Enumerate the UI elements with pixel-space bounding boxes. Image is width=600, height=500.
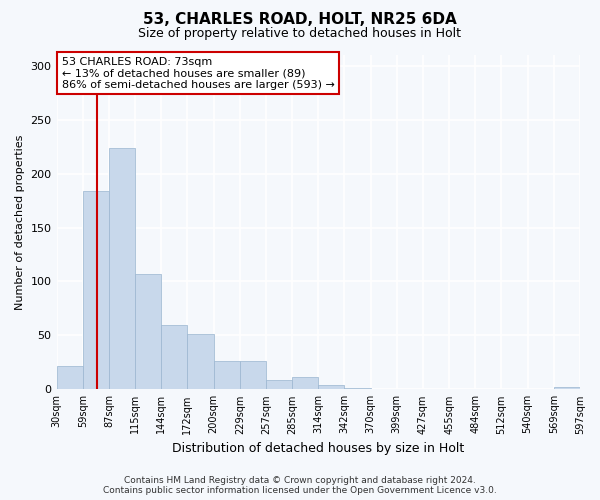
Text: 53, CHARLES ROAD, HOLT, NR25 6DA: 53, CHARLES ROAD, HOLT, NR25 6DA <box>143 12 457 28</box>
Text: Size of property relative to detached houses in Holt: Size of property relative to detached ho… <box>139 28 461 40</box>
X-axis label: Distribution of detached houses by size in Holt: Distribution of detached houses by size … <box>172 442 464 455</box>
Bar <box>292 378 318 390</box>
Text: 53 CHARLES ROAD: 73sqm
← 13% of detached houses are smaller (89)
86% of semi-det: 53 CHARLES ROAD: 73sqm ← 13% of detached… <box>62 56 335 90</box>
Bar <box>318 385 344 390</box>
Bar <box>187 334 214 390</box>
Bar <box>214 362 240 390</box>
Bar <box>109 148 135 390</box>
Bar <box>56 366 83 390</box>
Bar <box>344 388 371 390</box>
Bar <box>135 274 161 390</box>
Bar <box>161 324 187 390</box>
Bar <box>240 362 266 390</box>
Bar <box>83 191 109 390</box>
Bar <box>554 387 580 390</box>
Bar <box>266 380 292 390</box>
Text: Contains HM Land Registry data © Crown copyright and database right 2024.
Contai: Contains HM Land Registry data © Crown c… <box>103 476 497 495</box>
Y-axis label: Number of detached properties: Number of detached properties <box>15 134 25 310</box>
